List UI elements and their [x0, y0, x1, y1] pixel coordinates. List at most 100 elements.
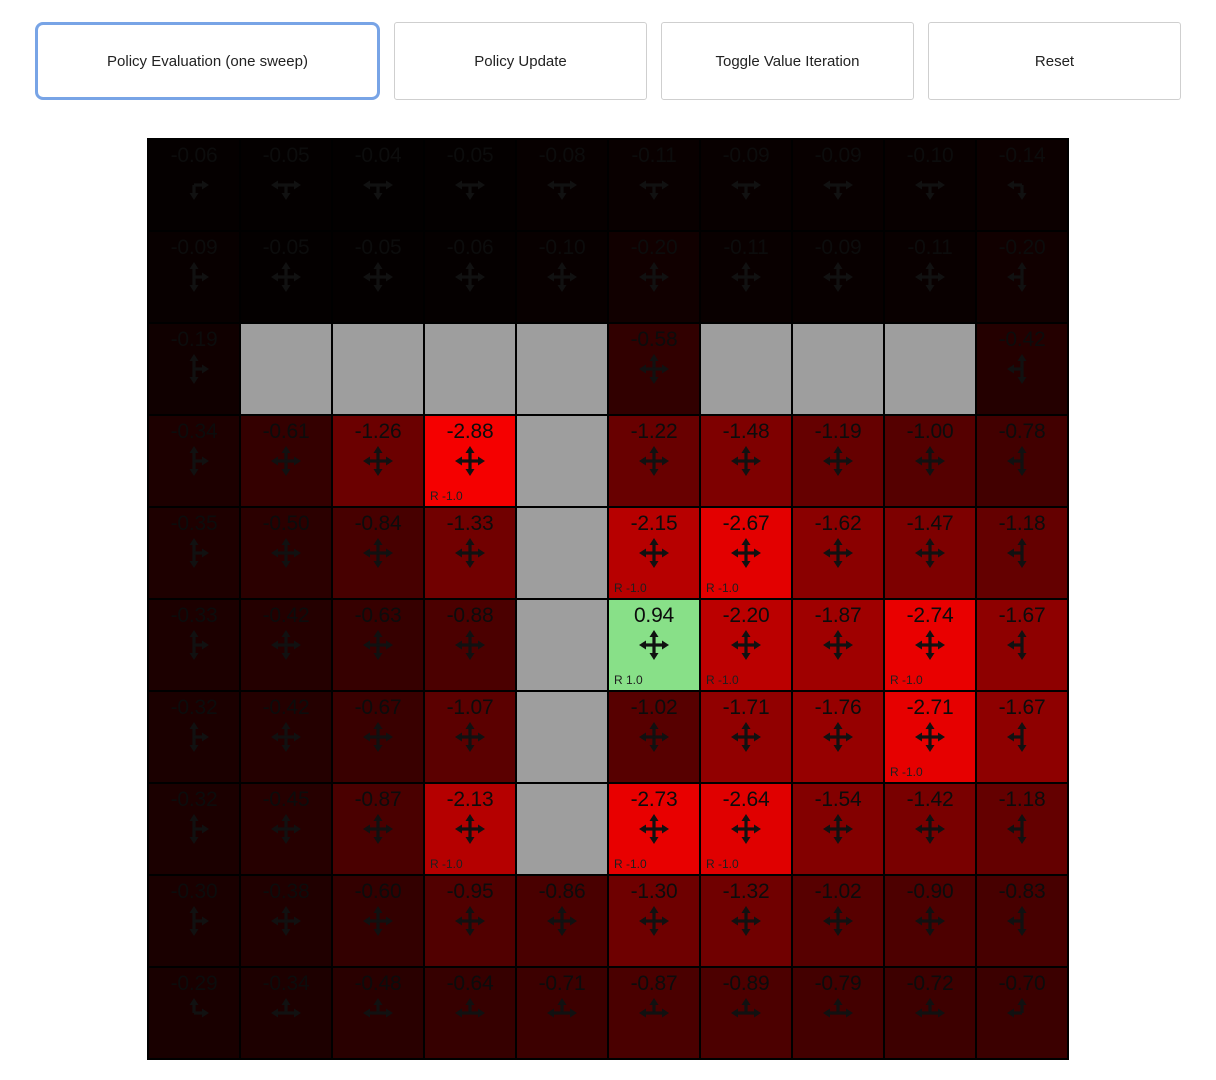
cell-value: -0.72 [906, 972, 954, 995]
policy-arrows-icon [455, 630, 485, 661]
policy-arrows-icon [1007, 630, 1027, 661]
cell-value: -1.48 [722, 420, 770, 443]
cell-value: -1.67 [998, 604, 1046, 627]
cell-value: -0.20 [630, 236, 678, 259]
gridworld-value-grid: -0.06 -0.05 -0.04 -0.05 -0.08 -0.11 -0.09 -0.09… [147, 138, 1069, 1060]
grid-cell: -1.22 [609, 416, 699, 506]
policy-arrows-icon [1007, 262, 1027, 293]
policy-arrows-icon [639, 906, 669, 937]
cell-value: -0.30 [170, 880, 218, 903]
grid-cell: -0.04 [333, 140, 423, 230]
cell-value: -0.05 [262, 144, 310, 167]
policy-arrows-icon [363, 906, 393, 937]
policy-arrows-icon [363, 998, 393, 1018]
grid-cell: -1.67 [977, 692, 1067, 782]
cell-value: -1.67 [998, 696, 1046, 719]
reward-label: R -1.0 [706, 673, 739, 687]
policy-arrows-icon [547, 906, 577, 937]
grid-cell: -2.73 R -1.0 [609, 784, 699, 874]
grid-cell: -2.71 R -1.0 [885, 692, 975, 782]
cell-value: -1.62 [814, 512, 862, 535]
cell-value: -1.71 [722, 696, 770, 719]
policy-arrows-icon [455, 180, 485, 201]
cell-value: -0.32 [170, 696, 218, 719]
cell-value: -0.42 [998, 328, 1046, 351]
policy-arrows-icon [823, 630, 853, 661]
cell-value: -0.09 [722, 144, 770, 167]
cell-value: -0.09 [814, 236, 862, 259]
grid-cell: -0.10 [885, 140, 975, 230]
grid-cell: -0.70 [977, 968, 1067, 1058]
reward-label: R -1.0 [430, 857, 463, 871]
cell-value: -0.83 [998, 880, 1046, 903]
grid-cell: -0.32 [149, 692, 239, 782]
policy-arrows-icon [189, 180, 209, 201]
cell-value: -0.10 [538, 236, 586, 259]
wall-cell [517, 692, 607, 782]
policy-arrows-icon [639, 630, 669, 661]
grid-cell: -1.33 [425, 508, 515, 598]
cell-value: -0.19 [170, 328, 218, 351]
policy-arrows-icon [731, 262, 761, 293]
grid-cell: -1.30 [609, 876, 699, 966]
policy-arrows-icon [189, 262, 209, 293]
toggle-value-iteration-button[interactable]: Toggle Value Iteration [661, 22, 914, 100]
policy-arrows-icon [823, 906, 853, 937]
policy-update-button[interactable]: Policy Update [394, 22, 647, 100]
cell-value: -0.34 [170, 420, 218, 443]
policy-arrows-icon [271, 630, 301, 661]
cell-value: -2.67 [722, 512, 770, 535]
wall-cell [517, 508, 607, 598]
grid-cell: -1.32 [701, 876, 791, 966]
grid-cell: -0.11 [701, 232, 791, 322]
wall-cell [517, 784, 607, 874]
grid-cell: -0.58 [609, 324, 699, 414]
toolbar: Policy Evaluation (one sweep) Policy Upd… [0, 0, 1216, 100]
policy-arrows-icon [189, 722, 209, 753]
grid-cell: -0.30 [149, 876, 239, 966]
policy-arrows-icon [271, 538, 301, 569]
cell-value: -1.54 [814, 788, 862, 811]
grid-cell: -0.11 [885, 232, 975, 322]
grid-cell: -0.29 [149, 968, 239, 1058]
cell-value: -0.95 [446, 880, 494, 903]
policy-arrows-icon [823, 262, 853, 293]
cell-value: -0.09 [170, 236, 218, 259]
cell-value: -0.58 [630, 328, 678, 351]
grid-cell: -0.63 [333, 600, 423, 690]
grid-cell: -1.71 [701, 692, 791, 782]
policy-evaluation-button[interactable]: Policy Evaluation (one sweep) [35, 22, 380, 100]
policy-arrows-icon [271, 998, 301, 1018]
policy-arrows-icon [455, 446, 485, 477]
policy-arrows-icon [455, 906, 485, 937]
wall-cell [885, 324, 975, 414]
cell-value: -0.29 [170, 972, 218, 995]
policy-arrows-icon [731, 180, 761, 201]
grid-cell: -0.42 [977, 324, 1067, 414]
policy-arrows-icon [731, 446, 761, 477]
grid-cell: -0.10 [517, 232, 607, 322]
reward-label: R -1.0 [430, 489, 463, 503]
policy-arrows-icon [639, 722, 669, 753]
policy-arrows-icon [1007, 446, 1027, 477]
grid-cell: -1.48 [701, 416, 791, 506]
cell-value: -0.05 [354, 236, 402, 259]
cell-value: -0.90 [906, 880, 954, 903]
cell-value: -0.34 [262, 972, 310, 995]
cell-value: -0.78 [998, 420, 1046, 443]
policy-arrows-icon [639, 814, 669, 845]
policy-arrows-icon [915, 180, 945, 201]
grid-cell: -0.84 [333, 508, 423, 598]
cell-value: -1.00 [906, 420, 954, 443]
grid-cell: -0.11 [609, 140, 699, 230]
cell-value: -0.84 [354, 512, 402, 535]
policy-arrows-icon [915, 814, 945, 845]
grid-cell: -0.83 [977, 876, 1067, 966]
cell-value: -0.09 [814, 144, 862, 167]
policy-arrows-icon [363, 446, 393, 477]
cell-value: -1.33 [446, 512, 494, 535]
cell-value: -0.38 [262, 880, 310, 903]
reset-button[interactable]: Reset [928, 22, 1181, 100]
cell-value: -2.88 [446, 420, 494, 443]
cell-value: -1.87 [814, 604, 862, 627]
